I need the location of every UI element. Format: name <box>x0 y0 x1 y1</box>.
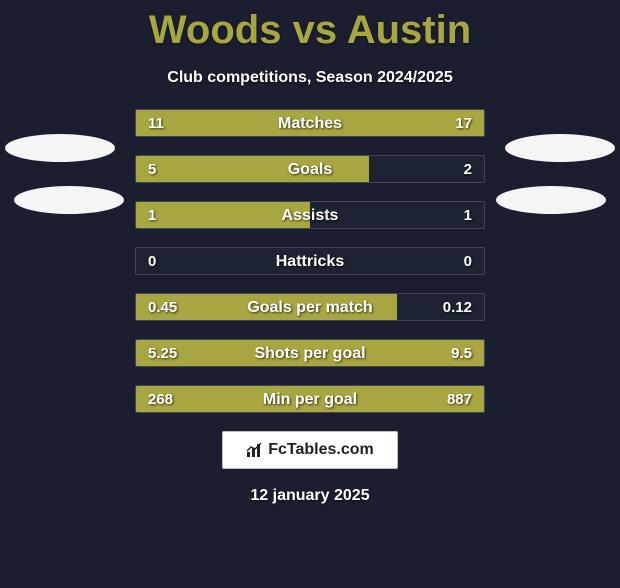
chart-icon <box>246 442 264 458</box>
source-logo: FcTables.com <box>222 431 398 469</box>
stat-row: 5.259.5Shots per goal <box>135 339 485 367</box>
stat-label: Min per goal <box>136 386 484 412</box>
stat-label: Goals per match <box>136 294 484 320</box>
avatar-right-bottom <box>496 186 606 214</box>
stat-row: 11Assists <box>135 201 485 229</box>
comparison-bars: 1117Matches 52Goals 11Assists 00Hattricks 0.… <box>135 109 485 413</box>
source-logo-text: FcTables.com <box>268 441 374 459</box>
footer-date: 12 january 2025 <box>0 487 620 505</box>
stat-row: 52Goals <box>135 155 485 183</box>
stat-label: Matches <box>136 110 484 136</box>
stat-label: Assists <box>136 202 484 228</box>
stat-row: 1117Matches <box>135 109 485 137</box>
stat-row: 00Hattricks <box>135 247 485 275</box>
avatar-right-top <box>505 134 615 162</box>
page-subtitle: Club competitions, Season 2024/2025 <box>0 69 620 87</box>
stat-row: 268887Min per goal <box>135 385 485 413</box>
stat-row: 0.450.12Goals per match <box>135 293 485 321</box>
page-title: Woods vs Austin <box>0 8 620 53</box>
avatar-left-bottom <box>14 186 124 214</box>
stat-label: Shots per goal <box>136 340 484 366</box>
stat-label: Goals <box>136 156 484 182</box>
stat-label: Hattricks <box>136 248 484 274</box>
avatar-left-top <box>5 134 115 162</box>
